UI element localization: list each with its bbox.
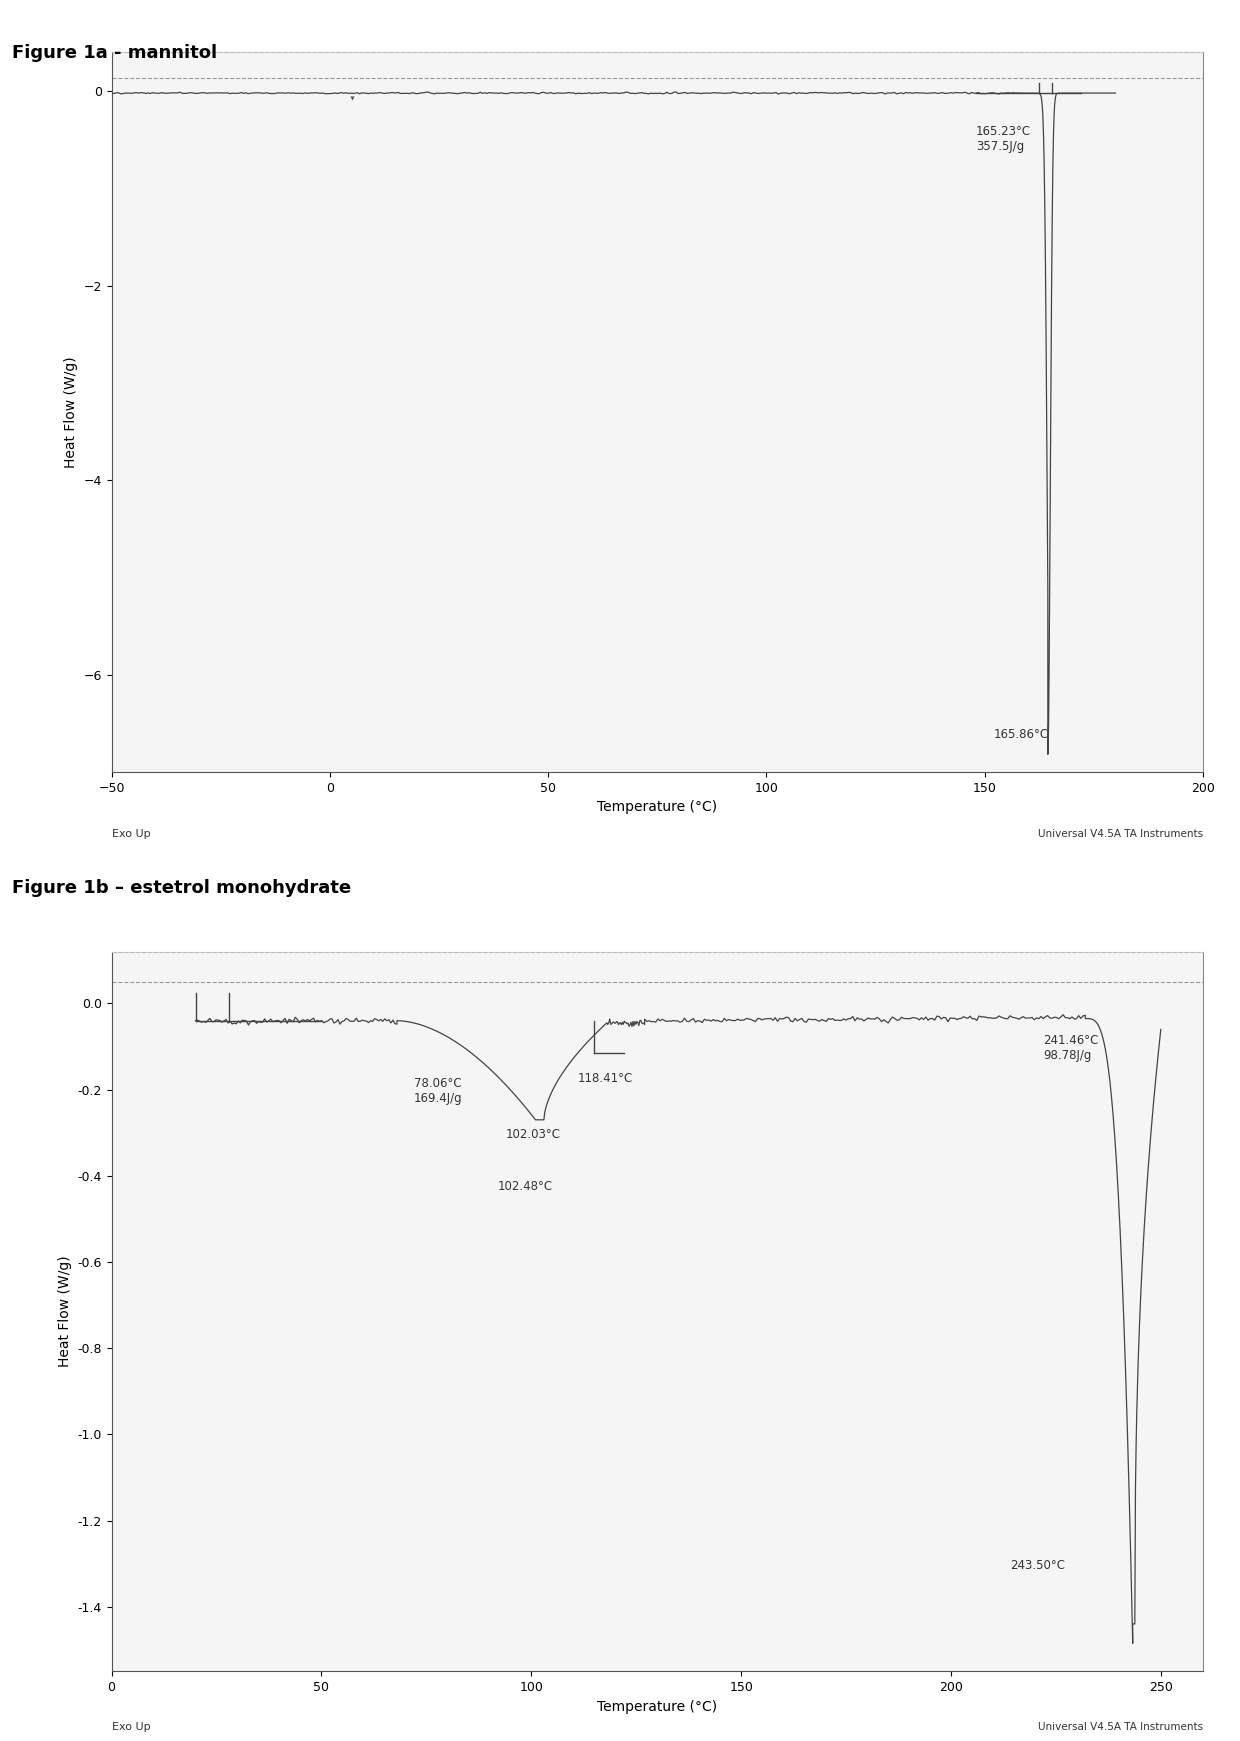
Text: Exo Up: Exo Up (112, 829, 150, 839)
Text: Universal V4.5A TA Instruments: Universal V4.5A TA Instruments (1038, 829, 1203, 839)
Text: 118.41°C: 118.41°C (578, 1072, 632, 1085)
Text: Figure 1b – estetrol monohydrate: Figure 1b – estetrol monohydrate (12, 879, 351, 897)
Text: 243.50°C: 243.50°C (1009, 1560, 1065, 1572)
Text: 165.23°C
357.5J/g: 165.23°C 357.5J/g (976, 125, 1030, 153)
Text: 102.03°C: 102.03°C (506, 1128, 562, 1142)
Text: Figure 1a - mannitol: Figure 1a - mannitol (12, 44, 217, 61)
Text: 241.46°C
98.78J/g: 241.46°C 98.78J/g (1043, 1034, 1099, 1062)
Y-axis label: Heat Flow (W/g): Heat Flow (W/g) (58, 1255, 72, 1367)
X-axis label: Temperature (°C): Temperature (°C) (598, 801, 717, 815)
Text: 102.48°C: 102.48°C (497, 1180, 553, 1193)
Y-axis label: Heat Flow (W/g): Heat Flow (W/g) (64, 357, 78, 468)
Text: 78.06°C
169.4J/g: 78.06°C 169.4J/g (414, 1076, 463, 1106)
X-axis label: Temperature (°C): Temperature (°C) (598, 1699, 717, 1713)
Text: 165.86°C: 165.86°C (993, 728, 1048, 742)
Text: Exo Up: Exo Up (112, 1722, 150, 1732)
Text: Universal V4.5A TA Instruments: Universal V4.5A TA Instruments (1038, 1722, 1203, 1732)
